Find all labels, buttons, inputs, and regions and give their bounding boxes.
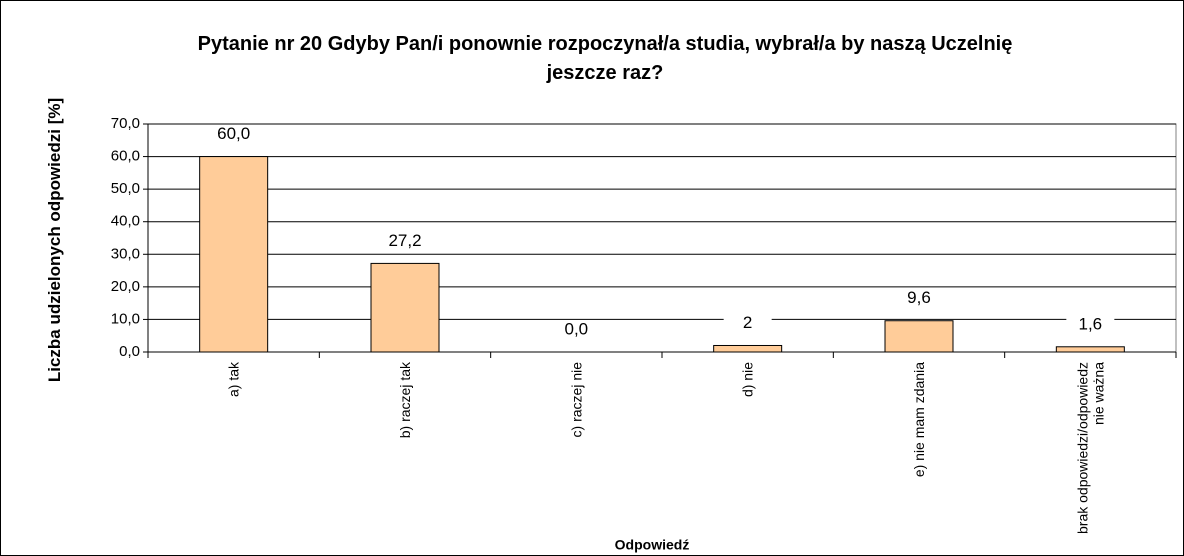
x-tick-group: c) raczej nie — [550, 362, 602, 552]
x-tick-wrap: brak odpowiedzi/odpowiedz nie ważna — [1064, 362, 1116, 552]
x-tick-wrap: d) nie — [722, 362, 774, 552]
x-tick-label: b) raczej tak — [397, 362, 413, 439]
x-tick-box: d) nie — [722, 362, 774, 552]
value-label: 60,0 — [217, 124, 250, 143]
y-axis-label: Liczba udzielonych odpowiedzi [%] — [45, 97, 64, 383]
value-label-bg — [381, 231, 429, 252]
x-tick-group: b) raczej tak — [379, 362, 431, 552]
y-label-box: Liczba udzielonych odpowiedzi [%] — [45, 97, 64, 383]
x-tick-label: brak odpowiedzi/odpowiedz nie ważna — [1074, 362, 1107, 534]
y-tick-label: 60,0 — [111, 148, 140, 165]
y-tick-label: 70,0 — [111, 115, 140, 132]
x-tick-box: brak odpowiedzi/odpowiedz nie ważna — [1064, 362, 1116, 552]
plot-area — [147, 123, 1177, 353]
x-tick-wrap: b) raczej tak — [379, 362, 431, 552]
x-tick-label: d) nie — [739, 362, 756, 398]
x-tick-label: a) tak — [225, 362, 242, 398]
x-tick-group: a) tak — [208, 362, 260, 552]
bar — [370, 262, 440, 353]
value-label: 1,6 — [1079, 314, 1103, 333]
bar — [713, 344, 783, 353]
value-label: 0,0 — [565, 319, 589, 338]
x-tick-label: c) raczej nie — [568, 362, 585, 438]
y-tick-label: 40,0 — [111, 213, 140, 230]
chart-title: Pytanie nr 20 Gdyby Pan/i ponownie rozpo… — [197, 33, 1013, 84]
y-tick-label: 20,0 — [111, 278, 140, 295]
title-box: Pytanie nr 20 Gdyby Pan/i ponownie rozpo… — [197, 33, 1013, 84]
value-label: 2 — [743, 313, 752, 332]
value-label-bg — [723, 313, 772, 334]
value-label: 27,2 — [388, 231, 421, 250]
bar — [884, 320, 954, 353]
value-label-bg — [1066, 314, 1115, 335]
value-label-bg — [209, 124, 258, 145]
y-tick-label: 50,0 — [111, 180, 140, 197]
x-tick-label: e) nie mam zdania — [911, 362, 927, 478]
x-tick-box: c) raczej nie — [550, 362, 602, 552]
bar — [199, 156, 269, 353]
x-tick-box: e) nie mam zdania — [893, 362, 945, 552]
y-label-group: Liczba udzielonych odpowiedzi [%] — [45, 97, 64, 383]
x-tick-group: d) nie — [722, 362, 774, 552]
x-tick-wrap: e) nie mam zdania — [893, 362, 945, 552]
x-tick-group: e) nie mam zdania — [893, 362, 945, 552]
x-tick-wrap: c) raczej nie — [550, 362, 602, 552]
y-tick-label: 10,0 — [111, 310, 140, 327]
value-label: 9,6 — [907, 288, 931, 307]
y-tick-label: 30,0 — [111, 245, 140, 262]
x-axis-label: Odpowiedź — [615, 537, 690, 553]
x-tick-group: brak odpowiedzi/odpowiedz nie ważna — [1064, 362, 1116, 552]
bar — [1055, 346, 1125, 353]
x-tick-wrap: a) tak — [208, 362, 260, 552]
value-label-bg — [552, 320, 601, 340]
x-tick-box: b) raczej tak — [379, 362, 431, 552]
value-label-bg — [895, 288, 943, 309]
x-tick-box: a) tak — [208, 362, 260, 552]
y-tick-label: 0,0 — [119, 343, 140, 360]
